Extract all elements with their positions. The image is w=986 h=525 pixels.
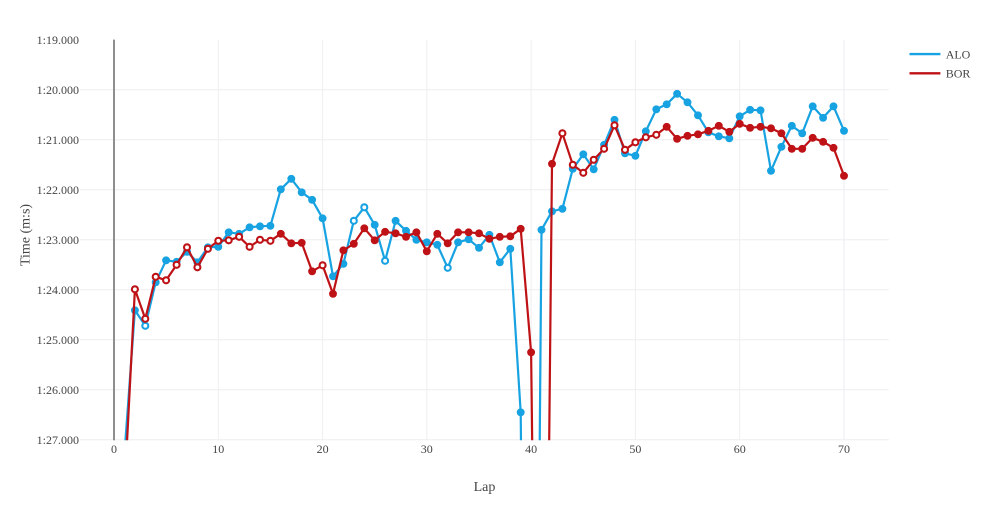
svg-text:20: 20 bbox=[317, 442, 329, 456]
svg-text:Lap: Lap bbox=[474, 480, 496, 495]
svg-text:1:26.000: 1:26.000 bbox=[37, 383, 79, 397]
svg-text:70: 70 bbox=[838, 442, 850, 456]
svg-text:1:23.000: 1:23.000 bbox=[37, 233, 79, 247]
svg-text:60: 60 bbox=[734, 442, 746, 456]
svg-text:10: 10 bbox=[212, 442, 224, 456]
svg-text:0: 0 bbox=[111, 442, 117, 456]
svg-text:50: 50 bbox=[629, 442, 641, 456]
svg-text:BOR: BOR bbox=[946, 67, 971, 81]
svg-text:1:25.000: 1:25.000 bbox=[37, 333, 79, 347]
svg-text:1:24.000: 1:24.000 bbox=[37, 283, 79, 297]
svg-text:1:22.000: 1:22.000 bbox=[37, 183, 79, 197]
svg-text:1:19.000: 1:19.000 bbox=[37, 33, 79, 47]
svg-text:Time (m:s): Time (m:s) bbox=[19, 204, 34, 266]
svg-text:ALO: ALO bbox=[946, 48, 971, 62]
svg-text:1:21.000: 1:21.000 bbox=[37, 133, 79, 147]
svg-text:30: 30 bbox=[421, 442, 433, 456]
svg-text:1:27.000: 1:27.000 bbox=[37, 433, 79, 447]
svg-text:40: 40 bbox=[525, 442, 537, 456]
svg-text:1:20.000: 1:20.000 bbox=[37, 83, 79, 97]
